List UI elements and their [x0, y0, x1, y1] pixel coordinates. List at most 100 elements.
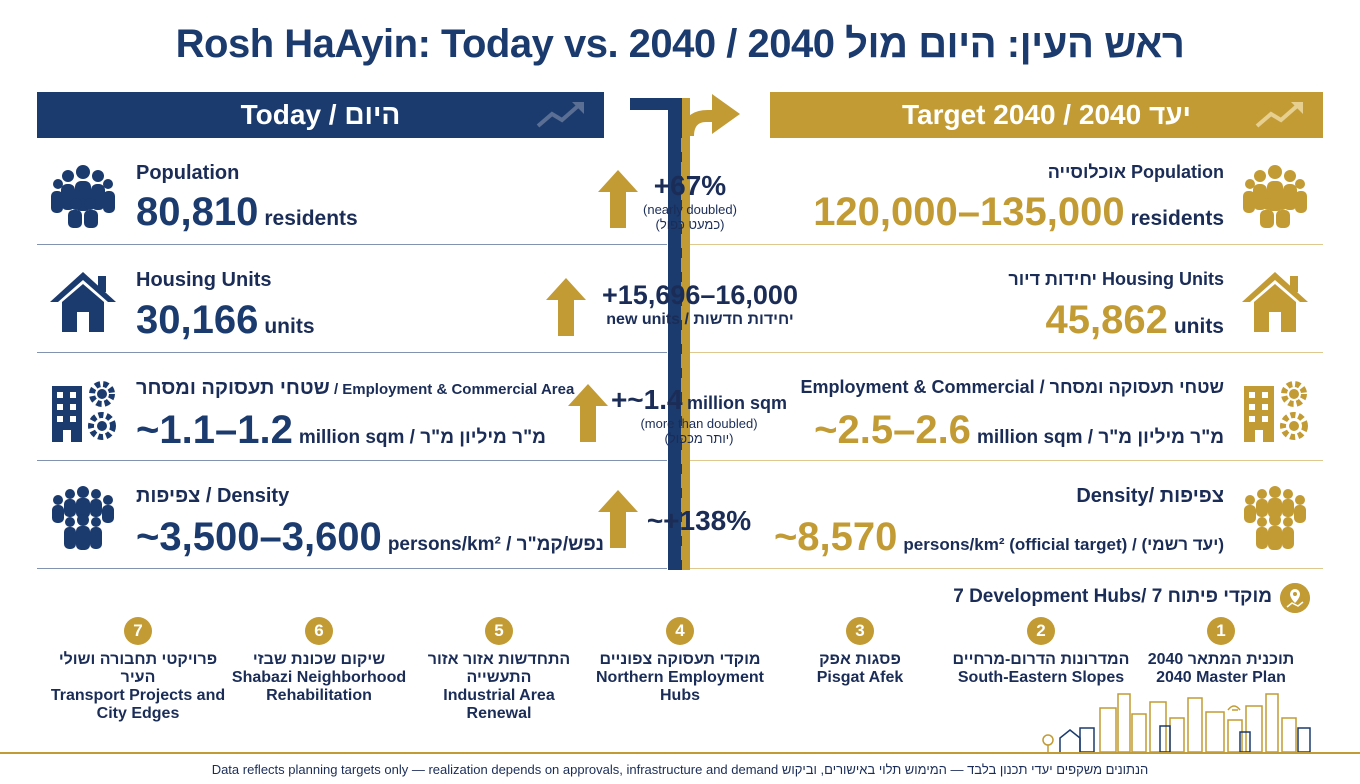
employment-target-label: Employment & Commercial / שטחי תעסוקה ומ…: [800, 377, 1224, 397]
employment-change-value: +~1.4: [610, 384, 683, 415]
population-change-value: +67%: [653, 170, 727, 201]
hub-name-he: פרויקטי תחבורה ושולי העיר: [58, 651, 218, 686]
hub-number: 1: [1207, 617, 1235, 645]
density-change-value: ~+138%: [646, 505, 752, 536]
housing-unit: units: [264, 315, 315, 338]
hub-name-en: Northern Employment Hubs: [595, 669, 764, 704]
row-divider: [37, 352, 667, 353]
target-header-label: Target 2040 / יעד 2040: [901, 99, 1192, 130]
trend-icon: [536, 102, 584, 128]
employment-change-note-he: (יותר מכפול): [664, 431, 734, 446]
people-icon: [1243, 165, 1307, 228]
house-icon: [1242, 272, 1308, 332]
hub-number: 2: [1027, 617, 1055, 645]
housing-change-value: +15,696–16,000: [602, 280, 798, 310]
hub-name-en: Shabazi Neighborhood Rehabilitation: [231, 669, 407, 704]
housing-change-note: new units / יחידות חדשות: [606, 311, 794, 328]
today-header-label: Today / היום: [240, 99, 401, 130]
employment-change-unit: million sqm: [687, 393, 788, 413]
target-header: Target 2040 / יעד 2040: [770, 92, 1323, 138]
density-target-unit: persons/km² (official target) / (יעד רשמ…: [903, 535, 1224, 554]
crowd-icon: [52, 486, 114, 550]
employment-today-value: ~1.1–1.2 million sqm / מ"ר מיליון מ"ר: [136, 410, 546, 450]
hub-1: 1 תוכנית המתאר 2040 2040 Master Plan: [1131, 617, 1311, 687]
people-icon: [51, 165, 115, 228]
population-change-note-en: (nearly doubled): [643, 202, 737, 217]
employment-label-en: / Employment & Commercial Area: [329, 381, 575, 398]
up-arrow-icon: [598, 490, 638, 548]
hub-name-he: פסגות אפק: [819, 651, 901, 668]
housing-change: +15,696–16,000 new units / יחידות חדשות: [586, 280, 814, 329]
population-target-number: 120,000–135,000: [813, 190, 1125, 234]
hub-name-he: המדרונות הדרום-מרחיים: [952, 651, 1130, 668]
density-target-label: Density/ צפיפות: [1076, 485, 1224, 507]
population-change-note-he: (כמעט כפול): [655, 217, 725, 232]
crowd-icon: [1244, 486, 1306, 550]
hub-7: 7 פרויקטי תחבורה ושולי העיר Transport Pr…: [48, 617, 228, 723]
hub-5: 5 התחדשות אזור אזור התעשייה Industrial A…: [409, 617, 589, 723]
employment-today-number: ~1.1–1.2: [136, 408, 293, 452]
up-arrow-icon: [546, 278, 586, 336]
hub-number: 4: [666, 617, 694, 645]
row-divider: [37, 244, 667, 245]
population-target-value: 120,000–135,000 residents: [780, 192, 1224, 232]
footer-divider: [0, 752, 1360, 754]
hub-4: 4 מוקדי תעסוקה צפוניים Northern Employme…: [590, 617, 770, 705]
density-today-number: ~3,500–3,600: [136, 515, 382, 559]
house-icon: [50, 272, 116, 332]
row-divider: [37, 568, 667, 569]
hub-2: 2 המדרונות הדרום-מרחיים South-Eastern Sl…: [951, 617, 1131, 687]
row-divider: [690, 244, 1323, 245]
center-divider: [670, 138, 687, 570]
hub-6: 6 שיקום שכונת שבזי Shabazi Neighborhood …: [229, 617, 409, 705]
housing-today-value: 30,166 units: [136, 300, 315, 340]
density-label: צפיפות / Density: [136, 485, 290, 507]
housing-target-value: 45,862 units: [780, 300, 1224, 340]
employment-change-note-en: (more than doubled): [640, 416, 758, 431]
footer-note: Data reflects planning targets only — re…: [211, 762, 1149, 777]
up-arrow-icon: [598, 170, 638, 228]
row-divider: [37, 460, 667, 461]
employment-target-unit: million sqm / מ"ר מיליון מ"ר: [976, 427, 1224, 448]
hub-name-en: Transport Projects and City Edges: [50, 687, 226, 722]
population-unit: residents: [264, 207, 358, 230]
employment-change-value-line: +~1.4 million sqm: [606, 384, 792, 416]
population-today-value: 80,810 residents: [136, 192, 358, 232]
skyline-icon: [1042, 693, 1311, 752]
housing-today-number: 30,166: [136, 298, 259, 342]
hub-name-he: התחדשות אזור אזור התעשייה: [427, 651, 571, 686]
housing-target-number: 45,862: [1045, 298, 1168, 342]
hub-3: 3 פסגות אפק Pisgat Afek: [770, 617, 950, 687]
housing-target-label: יחידות דיור Housing Units: [1008, 269, 1224, 289]
trend-icon: [1255, 102, 1303, 128]
hub-name-he: תוכנית המתאר 2040: [1147, 651, 1295, 668]
row-divider: [690, 568, 1323, 569]
employment-change: +~1.4 million sqm (more than doubled) (י…: [606, 384, 792, 446]
population-today-number: 80,810: [136, 190, 259, 234]
density-target-number: ~8,570: [773, 515, 898, 559]
housing-target-unit: units: [1173, 315, 1224, 338]
map-pin-icon: [1280, 583, 1310, 613]
density-unit: persons/km² / נפש/קמ"ר: [387, 534, 604, 555]
employment-target-value: ~2.5–2.6 million sqm / מ"ר מיליון מ"ר: [780, 410, 1224, 450]
hub-number: 5: [485, 617, 513, 645]
hubs-title: 7 Development Hubs/ 7 מוקדי פיתוח: [953, 586, 1272, 607]
hub-name-en: Industrial Area Renewal: [443, 687, 555, 722]
hub-number: 3: [846, 617, 874, 645]
building-gear-icon: [52, 381, 116, 442]
density-target-value: ~8,570 persons/km² (official target) / (י…: [770, 517, 1224, 557]
hub-name-en: South-Eastern Slopes: [957, 669, 1125, 686]
population-target-label: אוכלוסייה Population: [1047, 162, 1224, 182]
employment-unit: million sqm / מ"ר מיליון מ"ר: [298, 427, 546, 448]
housing-label: Housing Units: [136, 269, 272, 291]
hub-name-en: 2040 Master Plan: [1156, 669, 1286, 686]
hub-number: 7: [124, 617, 152, 645]
population-change: +67% (nearly doubled) (כמעט כפול): [620, 170, 760, 232]
hub-name-he: שיקום שכונת שבזי: [252, 651, 386, 668]
hub-name-he: מוקדי תעסוקה צפוניים: [599, 651, 761, 668]
today-header: Today / היום: [37, 92, 604, 138]
density-today-value: ~3,500–3,600 persons/km² / נפש/קמ"ר: [136, 517, 604, 557]
employment-target-number: ~2.5–2.6: [814, 408, 971, 452]
up-arrow-icon: [568, 384, 608, 442]
employment-label: שטחי תעסוקה ומסחר / Employment & Commerc…: [136, 377, 574, 400]
